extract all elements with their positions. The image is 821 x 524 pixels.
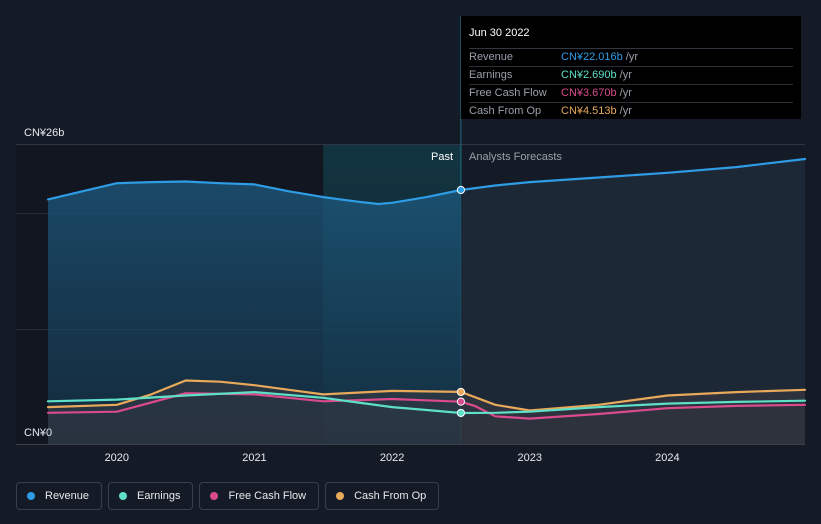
tooltip-row-label: Cash From Op: [469, 105, 542, 117]
legend-item-revenue[interactable]: Revenue: [16, 482, 103, 510]
revenue-area-past: [48, 181, 461, 444]
tooltip-row-label: Revenue: [469, 51, 514, 63]
past-label: Past: [431, 151, 453, 163]
marker-cash-from-op: [456, 387, 466, 397]
tooltip-row-value: CN¥3.670b: [561, 87, 617, 99]
legend-label: Free Cash Flow: [228, 490, 307, 502]
x-tick-label: 2021: [242, 452, 266, 464]
revenue-area-forecast: [460, 159, 805, 444]
tooltip-row-cash-from-op: Cash From Op CN¥4.513b /yr: [469, 103, 793, 120]
tooltip-date: Jun 30 2022: [469, 25, 793, 49]
legend-item-cash-from-op[interactable]: Cash From Op: [325, 482, 440, 510]
legend-dot-icon: [119, 492, 128, 500]
legend-label: Revenue: [45, 490, 90, 502]
tooltip-row-earnings: Earnings CN¥2.690b /yr: [469, 67, 793, 85]
series-line-earnings: [46, 391, 807, 415]
legend-item-free-cash-flow[interactable]: Free Cash Flow: [199, 482, 320, 510]
legend-label: Cash From Op: [354, 490, 427, 502]
tooltip-row-unit: /yr: [619, 87, 632, 99]
cash-from-op-area: [48, 380, 805, 444]
legend-dot-icon: [27, 492, 35, 500]
tooltip-row-value: CN¥2.690b: [561, 69, 617, 81]
legend-dot-icon: [336, 492, 345, 500]
tooltip-row-value: CN¥4.513b: [561, 105, 617, 117]
y-axis-bottom-label: CN¥0: [24, 427, 52, 439]
x-tick-label: 2022: [380, 452, 404, 464]
tooltip-row-label: Free Cash Flow: [469, 87, 547, 99]
series-line-cash-from-op: [46, 379, 807, 412]
legend-item-earnings[interactable]: Earnings: [108, 482, 194, 510]
legend: Revenue Earnings Free Cash Flow Cash Fro…: [16, 482, 440, 510]
marker-revenue: [456, 185, 466, 195]
tooltip: Jun 30 2022 Revenue CN¥22.016b /yr Earni…: [461, 16, 801, 119]
x-tick-label: 2023: [517, 452, 541, 464]
marker-free-cash-flow: [456, 397, 466, 406]
tooltip-row-free-cash-flow: Free Cash Flow CN¥3.670b /yr: [469, 85, 793, 103]
series-line-revenue: [46, 157, 807, 206]
tooltip-row-value: CN¥22.016b: [561, 51, 623, 63]
tooltip-row-unit: /yr: [625, 51, 639, 63]
legend-label: Earnings: [137, 490, 181, 502]
tooltip-row-label: Earnings: [469, 69, 513, 81]
tooltip-row-unit: /yr: [619, 105, 632, 117]
tooltip-row-unit: /yr: [619, 69, 632, 81]
y-axis-top-label: CN¥26b: [24, 127, 64, 139]
tooltip-row-revenue: Revenue CN¥22.016b /yr: [469, 49, 793, 67]
x-tick-label: 2024: [655, 452, 679, 464]
x-tick-label: 2020: [105, 452, 129, 464]
legend-dot-icon: [210, 492, 219, 500]
forecast-label: Analysts Forecasts: [469, 151, 562, 163]
marker-earnings: [456, 408, 466, 418]
